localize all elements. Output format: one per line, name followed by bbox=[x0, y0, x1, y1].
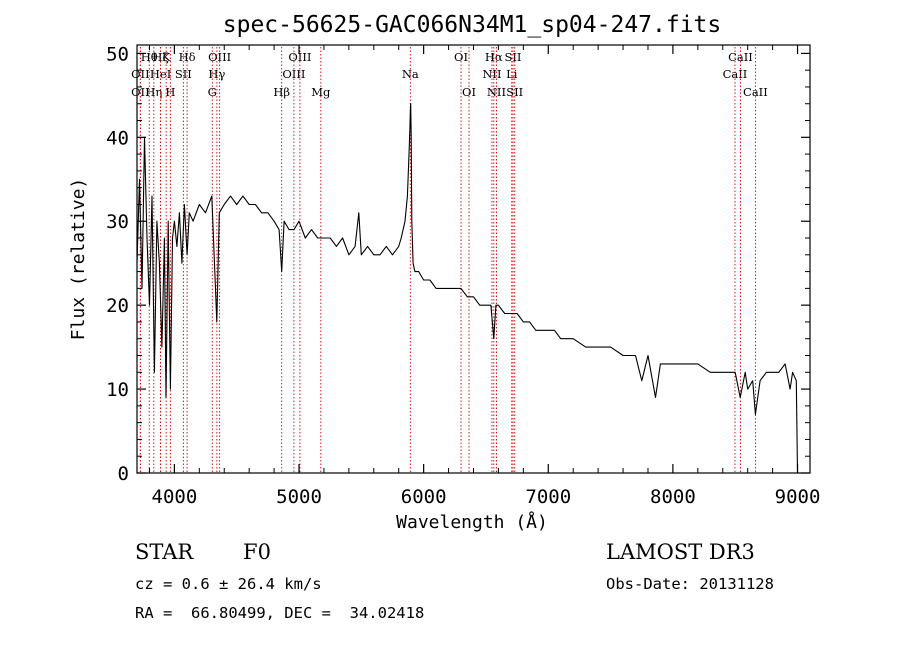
y-tick-label: 30 bbox=[106, 211, 129, 233]
chart-title: spec-56625-GAC066N34M1_sp04-247.fits bbox=[223, 12, 722, 38]
spectral-line-label: SII bbox=[175, 67, 192, 81]
spectral-line-label: OIII bbox=[208, 50, 231, 64]
redshift-velocity: cz = 0.6 ± 26.4 km/s bbox=[135, 575, 322, 593]
spectral-line-label: NII bbox=[487, 85, 506, 99]
spectral-line-label: OI bbox=[454, 50, 468, 64]
x-tick-label: 7000 bbox=[525, 486, 571, 508]
object-class: STAR bbox=[135, 540, 194, 564]
y-axis-label: Flux (relative) bbox=[68, 178, 89, 341]
spectral-line-label: Li bbox=[506, 67, 518, 81]
spectral-line-label: OIII bbox=[282, 67, 305, 81]
spectral-line-label: CaII bbox=[723, 67, 748, 81]
observation-date: Obs-Date: 20131128 bbox=[606, 575, 774, 593]
x-tick-label: 8000 bbox=[650, 486, 696, 508]
spectral-line-label: OII bbox=[131, 85, 150, 99]
y-axis-ticks: 0 10 20 30 40 50 bbox=[106, 43, 810, 485]
spectral-line-label: Hδ bbox=[179, 50, 196, 64]
object-subclass: F0 bbox=[243, 540, 271, 564]
plot-frame bbox=[136, 44, 811, 474]
spectral-line-label: OI bbox=[462, 85, 476, 99]
spectral-line-label: Hβ bbox=[273, 85, 290, 99]
spectral-line-markers: OIIOIIHθHηHeIHζKHSIIHδGHγOIIIHβOIIIOIIIM… bbox=[131, 47, 768, 473]
spectral-line-label: OIII bbox=[288, 50, 311, 64]
spectral-line-label: SII bbox=[506, 85, 523, 99]
spectral-line-label: Hη bbox=[145, 85, 162, 99]
spectral-line-label: G bbox=[208, 85, 217, 99]
spectral-line-label: NII bbox=[482, 67, 501, 81]
spectral-line-label: Mg bbox=[311, 85, 331, 99]
spectral-line-label: CaII bbox=[728, 50, 753, 64]
spectrum-line bbox=[136, 103, 799, 474]
spectral-line-label: OII bbox=[131, 67, 150, 81]
spectral-line-label: HeI bbox=[150, 67, 171, 81]
survey-name: LAMOST DR3 bbox=[606, 540, 755, 564]
x-axis-ticks: 4000 5000 6000 7000 8000 9000 bbox=[148, 45, 821, 508]
spectral-line-label: K bbox=[162, 50, 171, 64]
spectral-line-label: Hα bbox=[485, 50, 503, 64]
x-tick-label: 4000 bbox=[152, 486, 198, 508]
spectral-line-label: H bbox=[165, 85, 175, 99]
spectral-line-label: CaII bbox=[743, 85, 768, 99]
y-tick-label: 40 bbox=[106, 127, 129, 149]
y-tick-label: 50 bbox=[106, 43, 129, 65]
y-tick-label: 10 bbox=[106, 379, 129, 401]
spectral-line-label: Na bbox=[402, 67, 419, 81]
y-tick-label: 0 bbox=[118, 463, 129, 485]
x-tick-label: 6000 bbox=[401, 486, 447, 508]
coordinates: RA = 66.80499, DEC = 34.02418 bbox=[135, 604, 425, 622]
spectral-line-label: SII bbox=[505, 50, 522, 64]
x-tick-label: 5000 bbox=[276, 486, 322, 508]
spectral-line-label: Hγ bbox=[208, 67, 225, 81]
x-axis-label: Wavelength (Å) bbox=[396, 511, 548, 533]
spectral-line-label: Hζ bbox=[152, 50, 168, 64]
y-tick-label: 20 bbox=[106, 295, 129, 317]
x-tick-label: 9000 bbox=[775, 486, 821, 508]
